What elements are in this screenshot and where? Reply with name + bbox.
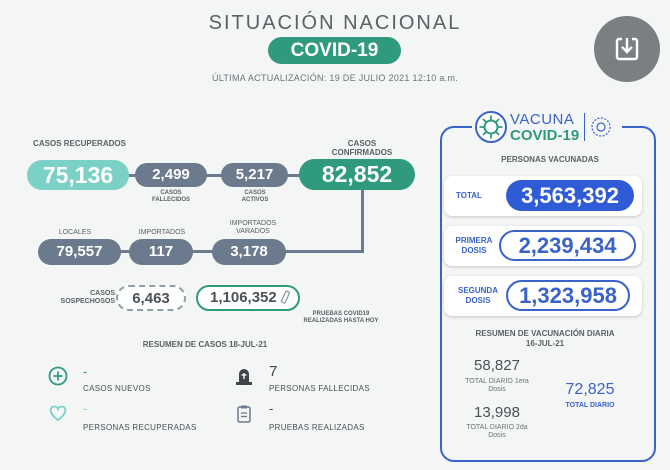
locales-label: LOCALES	[58, 229, 92, 236]
vacuna-logo-line2: COVID-19	[510, 127, 580, 144]
casos-nuevos-label: CASOS NUEVOS	[83, 384, 151, 393]
personas-vacunadas-title: PERSONAS VACUNADAS	[501, 155, 599, 164]
seal-icon	[591, 117, 611, 137]
importados-varados-label: IMPORTADOS VARADOS	[229, 220, 277, 235]
recuperadas-value: -	[83, 401, 88, 416]
vacuna-logo-line1: VACUNA	[510, 111, 575, 128]
activos-label: CASOS ACTIVOS	[241, 190, 269, 203]
tombstone-icon	[236, 369, 252, 385]
primera-dosis-card: PRIMERA DOSIS 2,239,434	[444, 226, 642, 266]
diario-primera-value: 58,827	[474, 357, 520, 374]
resumen-casos-title: RESUMEN DE CASOS 18-JUL-21	[142, 340, 268, 349]
total-card: TOTAL 3,563,392	[444, 176, 642, 216]
vacuna-logo: VACUNA COVID-19	[472, 108, 622, 146]
recuperados-label: CASOS RECUPERADOS	[33, 139, 126, 148]
segunda-dosis-value: 1,323,958	[506, 280, 630, 311]
pencil-icon	[280, 290, 291, 304]
logo-divider	[584, 113, 585, 141]
pruebas-realizadas-label: PRUEBAS REALIZADAS	[269, 423, 365, 432]
diario-total-value: 72,825	[565, 381, 615, 398]
sospechosos-value: 6,463	[116, 285, 186, 311]
segunda-dosis-card: SEGUNDA DOSIS 1,323,958	[444, 276, 642, 316]
recuperados-value: 75,136	[27, 160, 129, 190]
connector-line	[361, 188, 364, 252]
pruebas-value: 1,106,352	[196, 285, 300, 311]
heart-icon	[49, 405, 67, 422]
confirmados-value: 82,852	[299, 159, 415, 190]
total-label: TOTAL	[456, 191, 482, 200]
fallecidos-value: 2,499	[135, 163, 207, 187]
importados-label: IMPORTADOS	[138, 229, 186, 236]
page-title: SITUACIÓN NACIONAL	[208, 12, 462, 34]
fallecidos-label: CASOS FALLECIDOS	[151, 190, 190, 203]
total-value: 3,563,392	[506, 180, 634, 211]
download-icon	[615, 37, 639, 61]
pruebas-label: PRUEBAS COVID19 REALIZADAS HASTA HOY	[303, 311, 379, 324]
last-update-text: ÚLTIMA ACTUALIZACIÓN: 19 DE JULIO 2021 1…	[211, 73, 459, 83]
virus-icon	[475, 111, 507, 143]
covid-badge: COVID-19	[268, 37, 401, 64]
diario-primera-label: TOTAL DIARIO 1era Dosis	[465, 378, 529, 393]
segunda-dosis-label: SEGUNDA DOSIS	[457, 286, 498, 305]
casos-nuevos-value: -	[83, 364, 88, 379]
primera-dosis-label: PRIMERA DOSIS	[455, 236, 493, 255]
diario-segunda-value: 13,998	[474, 404, 520, 421]
download-button[interactable]	[594, 16, 660, 82]
locales-value: 79,557	[38, 239, 121, 265]
importados-varados-value: 3,178	[212, 239, 286, 265]
importados-value: 117	[129, 239, 193, 265]
diario-total-label: TOTAL DIARIO	[565, 402, 615, 409]
diario-segunda-label: TOTAL DIARIO 2da Dosis	[466, 424, 528, 439]
pruebas-number: 1,106,352	[210, 289, 277, 306]
activos-value: 5,217	[221, 163, 288, 187]
plus-circle-icon	[48, 366, 68, 386]
sospechosos-label: CASOS SOSPECHOSOS	[60, 290, 115, 305]
resumen-vacunacion-title: RESUMEN DE VACUNACIÓN DIARIA 16-JUL-21	[475, 329, 615, 348]
fallecidas-value: 7	[269, 363, 278, 380]
recuperadas-label: PERSONAS RECUPERADAS	[83, 423, 197, 432]
confirmados-label: CASOS CONFIRMADOS	[331, 139, 393, 157]
clipboard-icon	[237, 405, 251, 423]
connector-line	[110, 174, 310, 177]
pruebas-realizadas-value: -	[269, 401, 274, 416]
primera-dosis-value: 2,239,434	[499, 230, 636, 261]
fallecidas-label: PERSONAS FALLECIDAS	[269, 384, 370, 393]
